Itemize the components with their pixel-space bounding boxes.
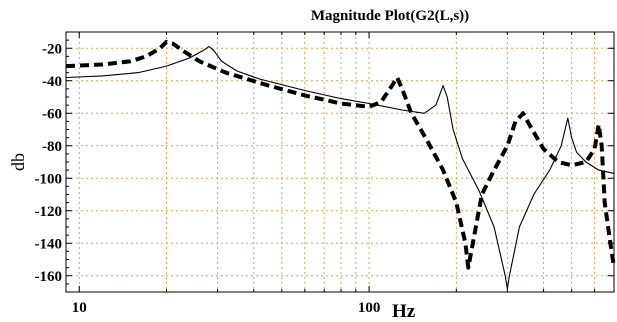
y-tick-label: -60: [42, 106, 62, 122]
series-solid-line: [65, 46, 615, 290]
x-tick-label: 10: [72, 300, 87, 316]
y-axis-label: db: [8, 153, 28, 171]
y-tick-label: -40: [42, 74, 62, 90]
y-tick-label: -160: [35, 269, 63, 285]
y-tick-label: -100: [35, 171, 63, 187]
plot-frame: [65, 31, 615, 293]
x-tick-label: 100: [358, 300, 381, 316]
series-dashed-line: [65, 39, 616, 270]
x-axis-label: Hz: [392, 301, 416, 322]
grid-lines: [65, 32, 615, 292]
y-tick-label: -20: [42, 41, 62, 57]
y-tick-label: -140: [35, 236, 63, 252]
chart-title: Magnitude Plot(G2(L,s)): [311, 8, 469, 24]
y-tick-label: -120: [35, 204, 63, 220]
axis-ticks: [65, 31, 615, 293]
series-lines: [65, 39, 616, 290]
y-tick-label: -80: [42, 139, 62, 155]
tick-labels: -20 -40 -60 -80 -100 -120 -140 -160 10 100: [35, 41, 381, 316]
